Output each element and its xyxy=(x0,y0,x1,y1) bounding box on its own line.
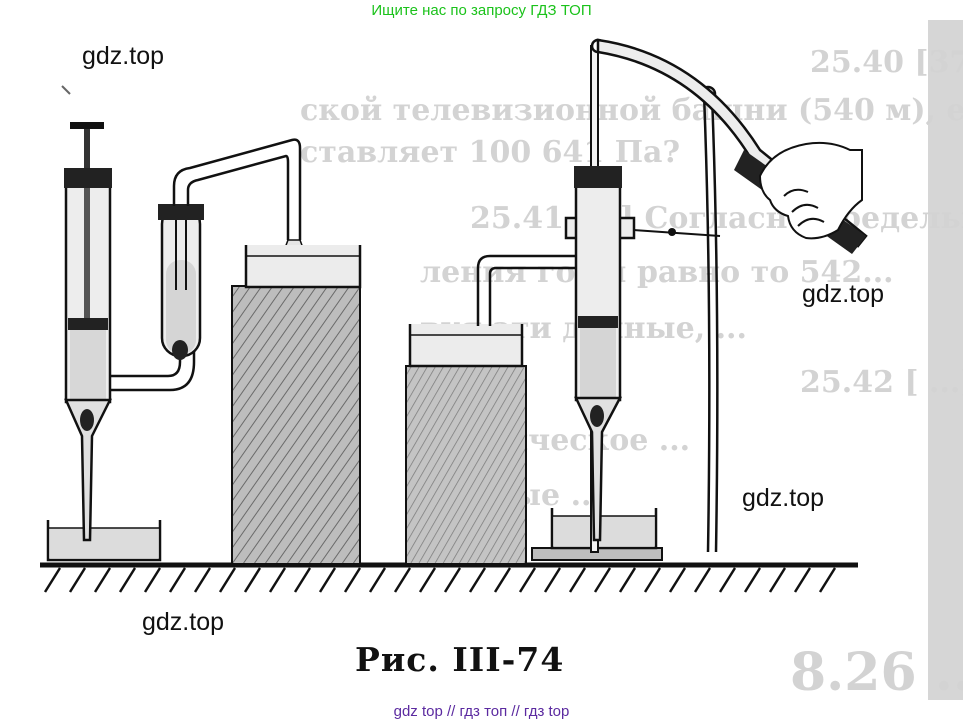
ghost-line-7: 25.42 [ ...] xyxy=(800,365,963,400)
medium-block xyxy=(405,365,527,565)
table-surface xyxy=(40,562,858,593)
watermark-2: gdz.top xyxy=(802,280,885,308)
right-bent-tube xyxy=(476,254,584,326)
middle-tube xyxy=(158,204,204,360)
watermark-1: gdz.top xyxy=(82,42,165,70)
ghost-line-2: ской телевизионной башни (540 м), ес xyxy=(300,93,963,128)
left-syringe xyxy=(64,122,113,542)
hand-illustration xyxy=(758,141,863,240)
ghost-line-3: ставляет 100 641 Па? xyxy=(300,135,680,170)
medium-vessel xyxy=(408,324,524,368)
figure-caption: Рис. III-74 xyxy=(355,640,565,679)
top-vessel xyxy=(244,245,362,289)
page-edge-shadow xyxy=(928,20,963,700)
left-dish xyxy=(46,520,162,562)
watermark-4: gdz.top xyxy=(142,608,225,636)
ghost-line-1: 25.40 [374] Чему равно давление на xyxy=(810,45,963,80)
upper-bent-tube xyxy=(172,138,302,240)
ghost-line-11: 8.26 ... Манометр xyxy=(790,642,963,703)
lever-pivot xyxy=(702,93,719,553)
top-banner: Ищите нас по запросу ГДЗ ТОП xyxy=(371,2,592,19)
right-syringe xyxy=(574,166,623,542)
tall-block xyxy=(231,285,361,565)
bottom-banner: gdz top // гдз топ // гдз top xyxy=(393,703,570,720)
watermark-3: gdz.top xyxy=(742,484,825,512)
background-text-ghost: 25.40 [374] Чему равно давление на ской … xyxy=(300,45,963,703)
small-mark xyxy=(61,85,71,95)
right-dish xyxy=(550,508,658,550)
ghost-line-5: ления горы равно то 542... xyxy=(420,255,894,290)
connecting-tube-lower xyxy=(110,350,196,392)
